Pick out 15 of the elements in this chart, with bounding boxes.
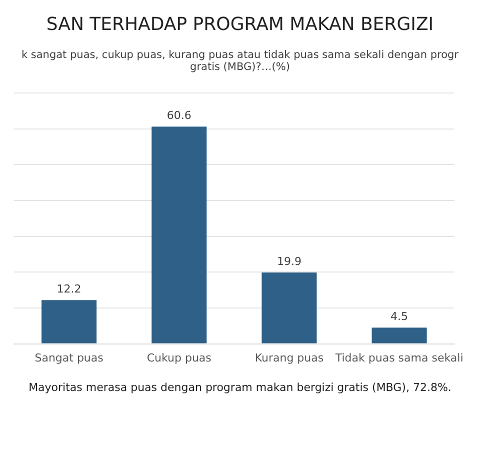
data-label: 60.6 — [166, 109, 192, 122]
data-label: 4.5 — [390, 310, 408, 324]
bar — [42, 300, 97, 344]
chart-title: SAN TERHADAP PROGRAM MAKAN BERGIZI — [45, 14, 435, 35]
bar — [152, 126, 207, 344]
text: Mayoritas merasa puas dengan program makan bergizi gratis (MBG), 72.8%. — [28, 381, 452, 394]
x-tick-label: Cukup puas — [146, 351, 212, 364]
chart-subtitle: k sangat puas, cukup puas, kurang puas atau tidak puas sama sekali dengan progr gratis (MBG)?…(%) — [20, 49, 460, 73]
x-tick-label: Tidak puas sama sekali — [334, 351, 464, 364]
x-tick-label: Sangat puas — [34, 351, 104, 364]
bar — [372, 328, 427, 344]
data-label: 19.9 — [276, 254, 302, 268]
x-tick-label: Kurang puas — [254, 351, 324, 364]
bar — [262, 272, 317, 344]
data-label: 12.2 — [56, 282, 82, 296]
